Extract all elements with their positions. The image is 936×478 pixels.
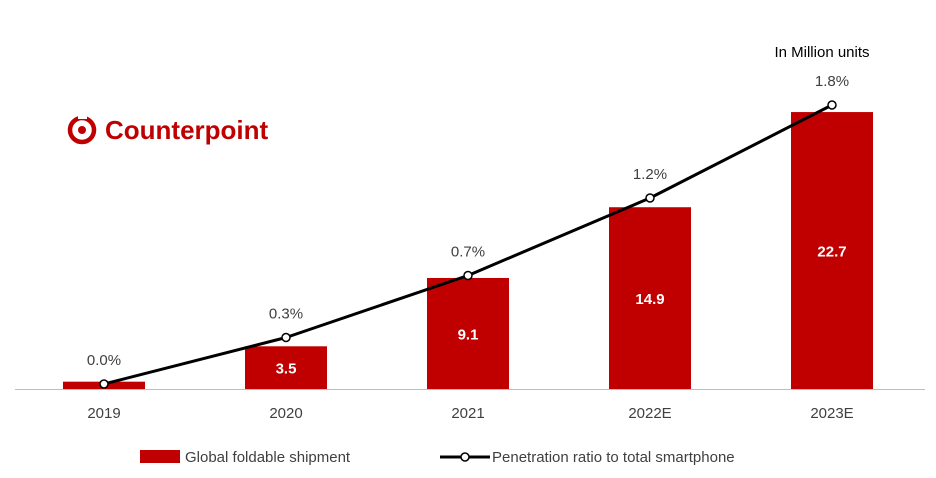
bar-2023E	[791, 112, 873, 389]
legend-bar-swatch	[140, 450, 180, 463]
line-point-2019	[99, 379, 109, 389]
legend: Global foldable shipment Penetration rati…	[140, 449, 735, 466]
units-note: In Million units	[774, 44, 869, 61]
x-tick-2020: 2020	[269, 405, 302, 422]
line-label-2021: 0.7%	[451, 244, 485, 261]
legend-line-label: Penetration ratio to total smartphone	[492, 449, 735, 466]
line-point-2021	[463, 270, 473, 281]
legend-line-marker	[460, 452, 470, 462]
bar-label-2022E: 14.9	[635, 291, 664, 308]
bar-label-2020: 3.5	[276, 361, 297, 378]
bar-label-2023E: 22.7	[817, 244, 846, 261]
line-label-2022E: 1.2%	[633, 166, 667, 183]
line-point-2020	[281, 332, 291, 343]
bar-2020	[245, 346, 327, 389]
line-label-2023E: 1.8%	[815, 73, 849, 90]
bar-2021	[427, 277, 509, 389]
brand-name: Counterpoint	[105, 115, 269, 145]
bar-2022E	[609, 207, 691, 389]
line-point-2023E	[827, 100, 837, 110]
line-label-2019: 0.0%	[87, 352, 121, 369]
x-tick-2022E: 2022E	[628, 405, 671, 422]
plot-area: 2019 3.5 2020 9.1 2021 14.9 2022E 22.7 2023E 0.0%…	[15, 73, 925, 422]
x-tick-2023E: 2023E	[810, 405, 853, 422]
legend-bar-label: Global foldable shipment	[185, 449, 351, 466]
brand-logo: Counterpoint	[67, 113, 269, 145]
line-point-2022E	[645, 193, 655, 203]
line-label-2020: 0.3%	[269, 306, 303, 323]
counterpoint-logo-icon	[67, 113, 97, 145]
x-tick-2019: 2019	[87, 405, 120, 422]
x-tick-2021: 2021	[451, 405, 484, 422]
bar-label-2021: 9.1	[458, 326, 479, 343]
